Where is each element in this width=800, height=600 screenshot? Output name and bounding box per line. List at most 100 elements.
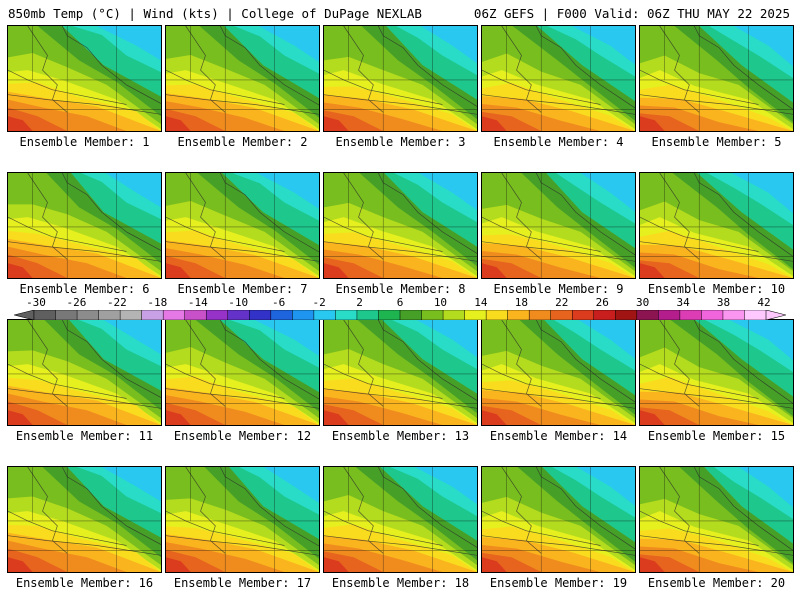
ensemble-member-label: Ensemble Member: 16	[15, 576, 154, 590]
colorbar-tick-label: 38	[716, 296, 731, 309]
colorbar-tick-label: 34	[676, 296, 690, 309]
colorbar-segment	[141, 310, 164, 320]
colorbar-tick-label: -10	[228, 296, 249, 309]
ensemble-member-label: Ensemble Member: 17	[173, 576, 312, 590]
colorbar-segment	[528, 310, 552, 320]
ensemble-member-label: Ensemble Member: 19	[489, 576, 628, 590]
temperature-field-map	[640, 467, 793, 572]
ensemble-member-panel	[481, 25, 636, 132]
colorbar-tick-label: 18	[514, 296, 528, 309]
temperature-field-map	[482, 173, 635, 278]
header-valid-time: 06Z GEFS | F000 Valid: 06Z THU MAY 22 20…	[473, 6, 790, 21]
colorbar-tick-label: 26	[595, 296, 609, 309]
temperature-field-map	[324, 173, 477, 278]
ensemble-member-label: Ensemble Member: 9	[493, 282, 624, 296]
colorbar-segment	[442, 310, 466, 320]
temperature-field-map	[324, 467, 477, 572]
colorbar-tick-label: -18	[147, 296, 168, 309]
colorbar-segment	[571, 310, 595, 320]
ensemble-member-label: Ensemble Member: 14	[489, 429, 628, 443]
temperature-field-map	[166, 467, 319, 572]
colorbar-tick-label: 42	[757, 296, 771, 309]
colorbar-segment	[119, 310, 143, 320]
colorbar-segment	[658, 310, 681, 320]
colorbar-segment	[33, 310, 57, 320]
temperature-field-map	[640, 173, 793, 278]
colorbar-segment	[227, 310, 250, 320]
ensemble-member-panel	[7, 25, 162, 132]
ensemble-member-label: Ensemble Member: 4	[493, 135, 624, 149]
colorbar-segment	[615, 310, 638, 320]
colorbar-segment	[55, 310, 78, 320]
colorbar-segment	[378, 310, 401, 320]
ensemble-member-panel	[165, 466, 320, 573]
temperature-field-map	[8, 26, 161, 131]
colorbar-segment	[76, 310, 100, 320]
temperature-field-map	[482, 467, 635, 572]
colorbar-segment	[722, 310, 746, 320]
colorbar-tick-labels: -30 -26 -22 -18 -14 -10 -6 -2 2 6 10 14 18 22 26 30 34 38…	[0, 296, 800, 310]
temperature-field-map	[482, 26, 635, 131]
temperature-field-map	[324, 320, 477, 425]
temperature-field-map	[324, 26, 477, 131]
colorbar-segment	[98, 310, 121, 320]
colorbar-max-arrow	[765, 310, 786, 320]
colorbar-segment	[270, 310, 293, 320]
ensemble-member-panel	[323, 319, 478, 426]
colorbar-tick-label: 10	[433, 296, 448, 309]
colorbar-segment	[679, 310, 702, 320]
colorbar-segment	[550, 310, 573, 320]
ensemble-member-label: Ensemble Member: 7	[177, 282, 308, 296]
colorbar-segment	[356, 310, 380, 320]
ensemble-member-panel	[639, 172, 794, 279]
ensemble-member-panel	[7, 319, 162, 426]
ensemble-member-panel	[323, 172, 478, 279]
ensemble-member-panel	[323, 25, 478, 132]
colorbar-segment	[162, 310, 186, 320]
colorbar-segment	[292, 310, 315, 320]
temperature-field-map	[640, 26, 793, 131]
colorbar-tick-label: 2	[356, 296, 363, 309]
colorbar-tick-label: 30	[636, 296, 650, 309]
colorbar-segment	[593, 310, 616, 320]
temperature-colorbar	[14, 310, 786, 320]
ensemble-member-label: Ensemble Member: 2	[177, 135, 308, 149]
colorbar-segment	[507, 310, 530, 320]
ensemble-member-label: Ensemble Member: 10	[647, 282, 786, 296]
colorbar-min-arrow	[14, 310, 35, 320]
ensemble-member-panel	[323, 466, 478, 573]
ensemble-member-panel	[639, 466, 794, 573]
ensemble-member-panel	[165, 319, 320, 426]
colorbar-tick-label: -14	[187, 296, 208, 309]
ensemble-member-panel	[165, 172, 320, 279]
ensemble-member-label: Ensemble Member: 3	[335, 135, 466, 149]
ensemble-member-panel	[639, 25, 794, 132]
ensemble-member-label: Ensemble Member: 15	[647, 429, 786, 443]
colorbar-tick-label: 6	[396, 296, 404, 309]
temperature-field-map	[8, 320, 161, 425]
ensemble-member-panel	[481, 466, 636, 573]
ensemble-member-label: Ensemble Member: 13	[331, 429, 470, 443]
temperature-field-map	[166, 26, 319, 131]
ensemble-member-panel	[165, 25, 320, 132]
temperature-field-map	[8, 467, 161, 572]
colorbar-segment	[636, 310, 659, 320]
temperature-field-map	[166, 173, 319, 278]
colorbar-segment	[744, 310, 767, 320]
temperature-field-map	[8, 173, 161, 278]
temperature-field-map	[166, 320, 319, 425]
colorbar-tick-label: 22	[555, 296, 569, 309]
ensemble-member-panel	[481, 172, 636, 279]
colorbar-segment	[701, 310, 724, 320]
colorbar-tick-label: -22	[106, 296, 127, 309]
colorbar-tick-label: -30	[26, 296, 46, 309]
colorbar-tick-label: -26	[66, 296, 87, 309]
ensemble-member-panel	[7, 466, 162, 573]
ensemble-member-label: Ensemble Member: 6	[19, 282, 150, 296]
colorbar-tick-label: 14	[474, 296, 488, 309]
colorbar-segment	[464, 310, 487, 320]
colorbar-segment	[313, 310, 336, 320]
colorbar-segment	[335, 310, 358, 320]
ensemble-member-label: Ensemble Member: 1	[19, 135, 150, 149]
temperature-field-map	[640, 320, 793, 425]
